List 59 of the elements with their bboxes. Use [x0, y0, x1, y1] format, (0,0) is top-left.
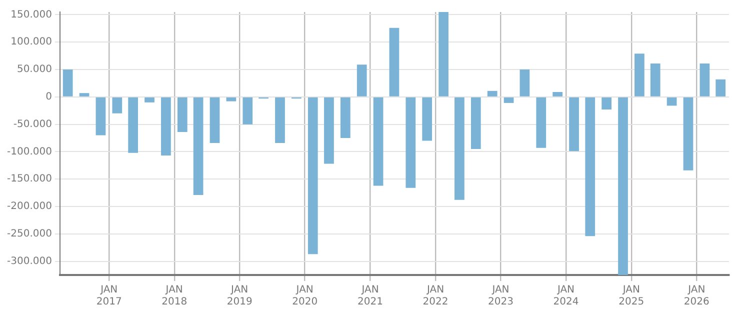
bar [650, 64, 660, 96]
y-tick-label: 0 [46, 92, 52, 103]
bar [585, 97, 596, 236]
y-tick-label: -300.000 [6, 256, 52, 267]
bar [666, 97, 677, 106]
bar [161, 97, 171, 156]
bar [470, 97, 481, 149]
x-tick-label: JAN 2018 [162, 284, 188, 308]
bar [62, 70, 73, 96]
bar [112, 97, 122, 114]
bar [602, 97, 612, 110]
bar [700, 64, 710, 96]
y-tick-label: 150.000 [10, 9, 52, 20]
x-tick-label: JAN 2022 [422, 284, 448, 308]
y-tick-label: -150.000 [6, 174, 52, 185]
bar [210, 97, 220, 143]
x-tick-label: JAN 2026 [684, 284, 710, 308]
bar [536, 97, 546, 148]
x-tick-label: JAN 2020 [292, 284, 318, 308]
bar [242, 97, 253, 124]
x-tick-label: JAN 2023 [488, 284, 514, 308]
y-tick-label: -250.000 [6, 228, 52, 240]
bar [422, 97, 432, 141]
bar [324, 97, 334, 164]
bar [340, 97, 350, 138]
x-tick-label: JAN 2017 [96, 284, 122, 308]
bar [308, 97, 318, 254]
y-tick-label: -50.000 [13, 118, 52, 130]
y-tick-label: 100.000 [10, 36, 52, 48]
bar [454, 97, 464, 200]
bar [618, 97, 628, 275]
bar [177, 97, 188, 132]
bar [389, 28, 400, 96]
x-tick-label: JAN 2024 [553, 284, 579, 308]
y-tick-label: -200.000 [6, 201, 52, 212]
bar [79, 93, 90, 96]
bar [683, 97, 694, 170]
bar [552, 92, 563, 96]
bar [406, 97, 416, 188]
bar [634, 54, 644, 96]
x-tick-label: JAN 2025 [618, 284, 644, 308]
y-tick-label: -100.000 [6, 146, 52, 158]
bar [504, 97, 514, 103]
bar [356, 64, 367, 96]
bar [487, 90, 498, 96]
bar [144, 97, 154, 102]
x-tick-label: JAN 2019 [226, 284, 252, 308]
bar [438, 12, 448, 96]
y-tick-label: 50.000 [16, 64, 52, 76]
bar [520, 70, 530, 96]
bar [128, 97, 138, 153]
bar [193, 97, 204, 196]
bar [569, 97, 579, 152]
bar [96, 97, 106, 136]
bar [716, 79, 726, 96]
x-tick-label: JAN 2021 [358, 284, 383, 308]
bar [275, 97, 285, 143]
bar [226, 97, 236, 102]
bar [373, 97, 384, 186]
